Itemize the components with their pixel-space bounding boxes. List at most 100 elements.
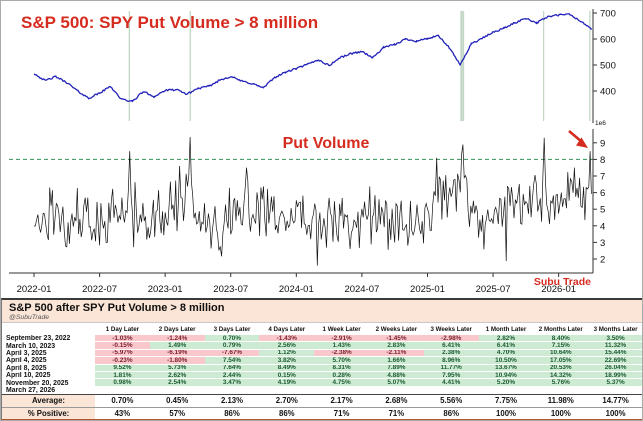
arrow-head: [576, 137, 588, 148]
row-date: April 3, 2025: [6, 349, 47, 357]
percent-positive-cell: 86%: [204, 406, 260, 420]
return-cell: 2.54%: [149, 379, 205, 387]
return-cell: 2.62%: [149, 371, 205, 380]
table-title: S&P 500 after SPY Put Volume > 8 million: [9, 302, 225, 314]
return-cell: 4.88%: [368, 371, 424, 380]
percent-positive-cell: 100%: [588, 406, 642, 420]
volume-tick-label: 7: [600, 172, 605, 183]
return-cell: 0.28%: [314, 371, 369, 380]
return-cell: [368, 386, 424, 395]
return-cell: 7.89%: [368, 364, 424, 372]
return-cell: 15.44%: [588, 349, 642, 358]
x-tick-label: 2024-07: [344, 284, 379, 295]
chart-title: S&P 500: SPY Put Volume > 8 million: [21, 13, 318, 32]
return-cell: 4.70%: [478, 349, 534, 358]
column-header: 2 Months Later: [538, 325, 583, 333]
average-cell: 2.68%: [368, 394, 424, 407]
average-label: Average:: [2, 394, 95, 407]
average-cell: 7.75%: [478, 394, 534, 407]
return-cell: 17.05%: [533, 357, 589, 365]
return-cell: 8.49%: [259, 364, 315, 372]
return-cell: 2.44%: [204, 371, 260, 380]
return-cell: -6.19%: [149, 349, 205, 358]
return-cell: 22.69%: [588, 357, 642, 365]
row-date: April 4, 2025: [6, 357, 47, 365]
average-cell: 2.70%: [259, 394, 315, 407]
return-cell: 7.54%: [204, 357, 260, 365]
return-cell: 2.56%: [259, 342, 315, 350]
return-cell: 14.32%: [533, 371, 589, 380]
x-tick-label: 2022-07: [82, 284, 117, 295]
average-cell: 2.13%: [204, 394, 260, 407]
return-cell: 9.52%: [95, 364, 150, 372]
average-cell: 5.56%: [423, 394, 479, 407]
row-date: March 27, 2026: [6, 386, 56, 394]
return-cell: 5.07%: [368, 379, 424, 387]
return-cell: 26.04%: [588, 364, 642, 372]
column-header: 3 Months Later: [593, 325, 638, 333]
percent-positive-cell: 86%: [259, 406, 315, 420]
return-cell: -0.15%: [95, 342, 150, 350]
return-cell: 0.15%: [259, 371, 315, 380]
average-cell: 14.77%: [588, 394, 642, 407]
return-cell: 6.41%: [478, 342, 534, 350]
average-cell: 0.70%: [95, 394, 150, 407]
return-cell: [149, 386, 205, 395]
return-cell: 5.73%: [149, 364, 205, 372]
return-cell: [478, 386, 534, 395]
column-header: 1 Day Later: [105, 325, 140, 333]
return-cell: 11.32%: [588, 342, 642, 350]
price-tick-label: 600: [600, 35, 616, 46]
column-header: 3 Days Later: [213, 325, 251, 333]
return-cell: 1.81%: [95, 371, 150, 380]
return-cell: [204, 386, 260, 395]
return-cell: -2.98%: [423, 335, 479, 343]
return-cell: 20.53%: [533, 364, 589, 372]
volume-tick-label: 4: [600, 221, 605, 232]
percent-positive-cell: 43%: [95, 406, 150, 420]
percent-positive-cell: 71%: [314, 406, 369, 420]
return-cell: 13.67%: [478, 364, 534, 372]
chart-canvas: 400 500 600 700 S&P 500: SPY Put Volume > 8 …: [9, 9, 616, 295]
return-cell: 0.70%: [204, 335, 260, 343]
percent-positive-label: % Positive:: [2, 406, 95, 420]
return-cell: -1.43%: [259, 335, 315, 343]
percent-positive-cell: 71%: [368, 406, 424, 420]
x-tick-label: 2023-07: [213, 284, 248, 295]
return-cell: -0.23%: [95, 357, 150, 365]
return-cell: 3.82%: [259, 357, 315, 365]
volume-tick-label: 6: [600, 188, 605, 199]
return-cell: 2.83%: [368, 342, 424, 350]
row-date: March 10, 2023: [6, 342, 56, 350]
column-header: 2 Weeks Later: [375, 325, 418, 333]
return-cell: -2.38%: [314, 349, 369, 358]
return-cell: 4.19%: [259, 379, 315, 387]
percent-positive-cell: 100%: [533, 406, 589, 420]
price-tick-label: 500: [600, 61, 616, 72]
returns-grid: 1 Day Later 2 Days Later 3 Days Later 4 Day…: [2, 323, 642, 420]
row-date: September 23, 2022: [6, 335, 71, 343]
table-author-handle: @SubuTrade: [9, 314, 50, 321]
return-cell: -1.80%: [149, 357, 205, 365]
return-cell: 4.75%: [314, 379, 369, 387]
percent-positive-cell: 100%: [478, 406, 534, 420]
return-cell: 0.79%: [204, 342, 260, 350]
return-cell: -1.03%: [95, 335, 150, 343]
x-tick-label: 2022-01: [17, 284, 52, 295]
return-cell: 3.47%: [204, 379, 260, 387]
event-lines: [128, 11, 591, 121]
price-tick-label: 400: [600, 87, 616, 98]
return-cell: 18.99%: [588, 371, 642, 380]
price-tick-label: 700: [600, 9, 616, 20]
return-cell: 7.15%: [533, 342, 589, 350]
return-cell: 4.41%: [423, 379, 479, 387]
volume-tick-label: 9: [600, 138, 605, 149]
return-cell: 5.76%: [533, 379, 589, 387]
volume-tick-label: 8: [600, 155, 605, 166]
return-cell: [314, 386, 369, 395]
return-cell: 5.70%: [314, 357, 369, 365]
column-header: 1 Week Later: [322, 325, 361, 333]
return-cell: 1.43%: [314, 342, 369, 350]
percent-positive-cell: 86%: [423, 406, 479, 420]
return-cell: 2.38%: [423, 349, 479, 358]
